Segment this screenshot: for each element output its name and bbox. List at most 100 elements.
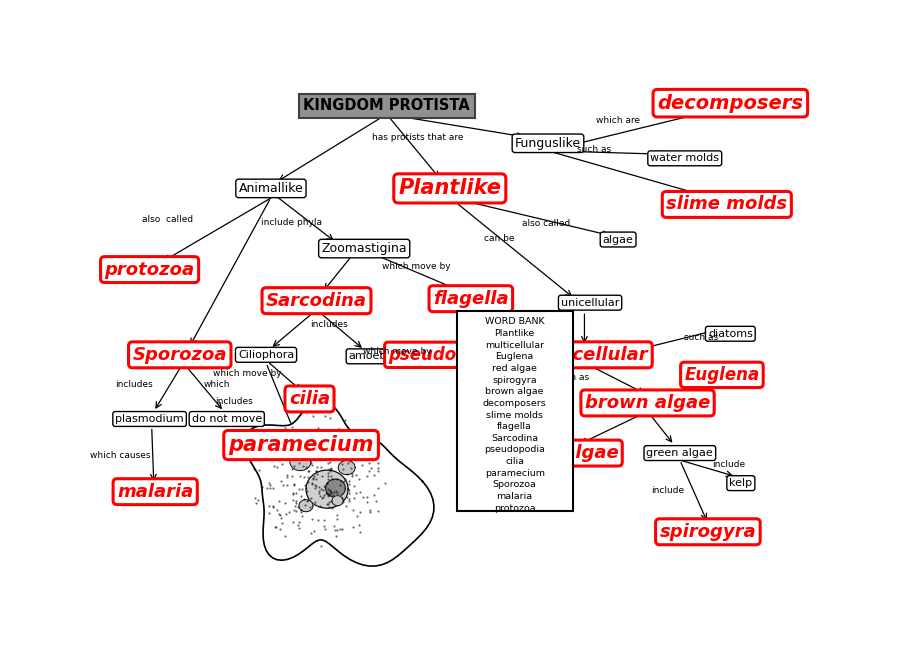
- Point: [319, 447, 334, 458]
- Point: [300, 486, 314, 497]
- Point: [365, 441, 379, 452]
- Text: KINGDOM PROTISTA: KINGDOM PROTISTA: [303, 98, 470, 113]
- Point: [324, 440, 338, 450]
- Polygon shape: [326, 479, 346, 497]
- Point: [344, 463, 358, 473]
- Point: [272, 523, 287, 534]
- Point: [319, 478, 334, 488]
- Point: [291, 484, 306, 494]
- Polygon shape: [338, 461, 355, 475]
- Point: [324, 464, 338, 475]
- Point: [302, 444, 317, 454]
- Point: [321, 471, 336, 482]
- Point: [300, 496, 314, 506]
- Point: [300, 444, 315, 454]
- Text: cilia: cilia: [289, 390, 330, 408]
- Point: [272, 496, 287, 506]
- Point: [268, 521, 282, 532]
- Point: [262, 443, 277, 453]
- Point: [346, 505, 360, 516]
- Point: [260, 482, 274, 493]
- Point: [298, 480, 312, 490]
- Point: [291, 523, 306, 534]
- Point: [293, 506, 308, 517]
- Point: [273, 439, 288, 450]
- Point: [309, 465, 323, 476]
- Point: [297, 472, 311, 482]
- Text: Sporozoa: Sporozoa: [132, 346, 227, 364]
- Point: [307, 471, 321, 481]
- Point: [294, 449, 309, 460]
- Point: [310, 469, 324, 479]
- Point: [323, 486, 338, 496]
- Point: [258, 447, 272, 457]
- Text: which are: which are: [596, 116, 640, 125]
- Point: [262, 478, 277, 488]
- Point: [340, 458, 355, 469]
- Point: [316, 485, 330, 495]
- Point: [329, 531, 343, 541]
- Text: such as: such as: [576, 145, 611, 154]
- Point: [364, 463, 378, 473]
- Point: [286, 505, 300, 515]
- Text: Ciliophora: Ciliophora: [238, 350, 294, 360]
- Point: [320, 458, 335, 468]
- Point: [322, 457, 337, 467]
- Point: [355, 460, 369, 470]
- Point: [274, 513, 289, 523]
- Text: Euglena: Euglena: [684, 366, 759, 384]
- Point: [276, 436, 291, 446]
- Point: [332, 450, 347, 461]
- Point: [254, 482, 269, 492]
- Point: [309, 446, 323, 456]
- Point: [324, 495, 338, 506]
- Point: [311, 486, 326, 496]
- Point: [262, 445, 276, 456]
- Text: green algae: green algae: [646, 448, 713, 458]
- Point: [287, 451, 301, 462]
- Point: [338, 474, 352, 484]
- Point: [349, 510, 364, 521]
- Point: [266, 482, 281, 493]
- Point: [352, 520, 367, 531]
- Point: [319, 499, 334, 509]
- Point: [360, 497, 375, 507]
- Point: [308, 497, 322, 508]
- Point: [346, 521, 360, 532]
- Point: [289, 505, 303, 516]
- Text: slime molds: slime molds: [666, 195, 787, 214]
- Text: flagella: flagella: [433, 290, 509, 308]
- Point: [321, 468, 336, 478]
- Point: [377, 478, 392, 489]
- Point: [280, 472, 294, 482]
- Point: [323, 487, 338, 497]
- Point: [342, 493, 357, 504]
- Point: [311, 514, 326, 525]
- Text: Zoomastigina: Zoomastigina: [321, 242, 407, 255]
- Point: [322, 413, 337, 424]
- Point: [292, 458, 307, 468]
- Text: multicellular: multicellular: [520, 346, 648, 364]
- Point: [309, 445, 323, 456]
- Point: [330, 474, 345, 484]
- Point: [248, 498, 262, 508]
- Polygon shape: [290, 452, 311, 471]
- Point: [348, 439, 363, 450]
- Point: [359, 438, 374, 449]
- Point: [286, 495, 300, 505]
- Point: [295, 511, 310, 521]
- Text: includes: includes: [214, 397, 252, 406]
- Point: [285, 464, 300, 475]
- Point: [312, 488, 327, 499]
- Point: [297, 494, 311, 505]
- Point: [299, 441, 313, 451]
- Point: [298, 439, 312, 450]
- Point: [314, 462, 329, 472]
- Point: [276, 479, 291, 490]
- Point: [325, 503, 339, 513]
- Point: [367, 440, 382, 450]
- Point: [370, 483, 385, 493]
- Point: [312, 427, 327, 437]
- Point: [315, 471, 329, 481]
- Point: [348, 488, 363, 498]
